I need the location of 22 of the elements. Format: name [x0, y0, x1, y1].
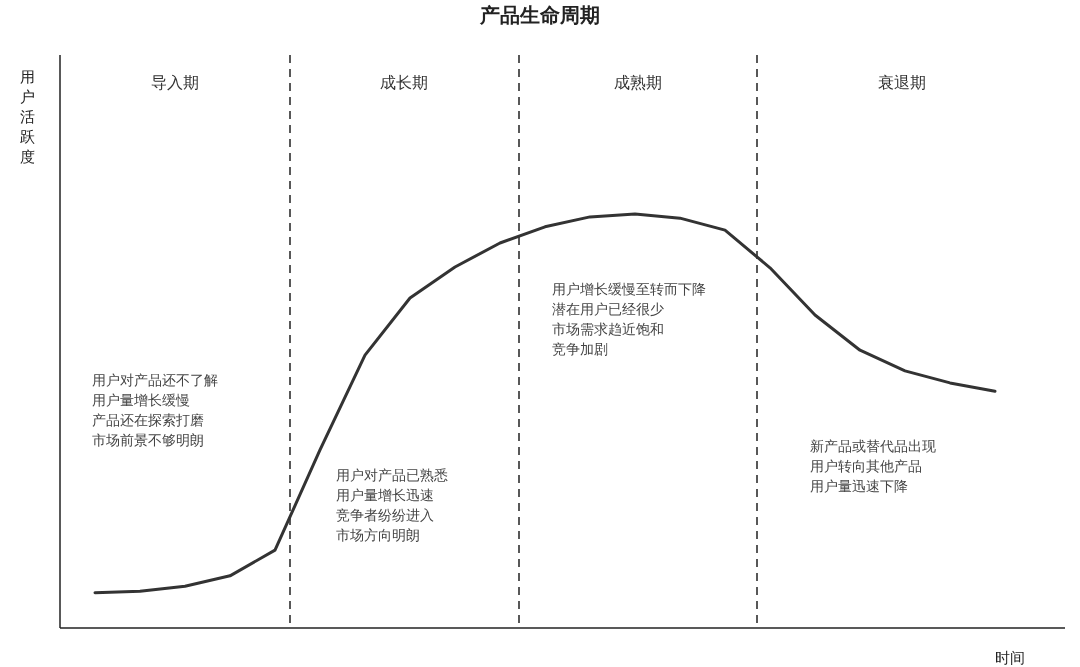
text: 成熟期 [614, 73, 662, 92]
annotation: 市场方向明朗 [336, 527, 420, 543]
annotation: 用户量增长迅速 [336, 487, 434, 503]
annotation: 用户量迅速下降 [810, 478, 908, 494]
x-axis-title: 时间 [995, 649, 1025, 667]
annotation: 竞争者纷纷进入 [336, 507, 434, 523]
annotation: 潜在用户已经很少 [552, 301, 664, 317]
text: 导入期 [151, 73, 199, 92]
text: 成长期 [380, 73, 428, 92]
annotation: 竞争加剧 [552, 341, 608, 357]
annotation: 产品还在探索打磨 [92, 412, 204, 428]
annotation: 用户转向其他产品 [810, 458, 922, 474]
text: 衰退期 [878, 73, 926, 92]
annotation: 市场需求趋近饱和 [552, 321, 664, 337]
chart-title: 产品生命周期 [479, 3, 600, 27]
annotation: 用户量增长缓慢 [92, 392, 190, 408]
annotation: 新产品或替代品出现 [810, 438, 936, 454]
y-axis-title: 用户活跃度 [19, 68, 35, 166]
annotation: 用户对产品还不了解 [92, 372, 218, 388]
annotation: 市场前景不够明朗 [92, 432, 204, 448]
annotation: 用户对产品已熟悉 [336, 467, 448, 483]
annotation: 用户增长缓慢至转而下降 [552, 281, 706, 297]
